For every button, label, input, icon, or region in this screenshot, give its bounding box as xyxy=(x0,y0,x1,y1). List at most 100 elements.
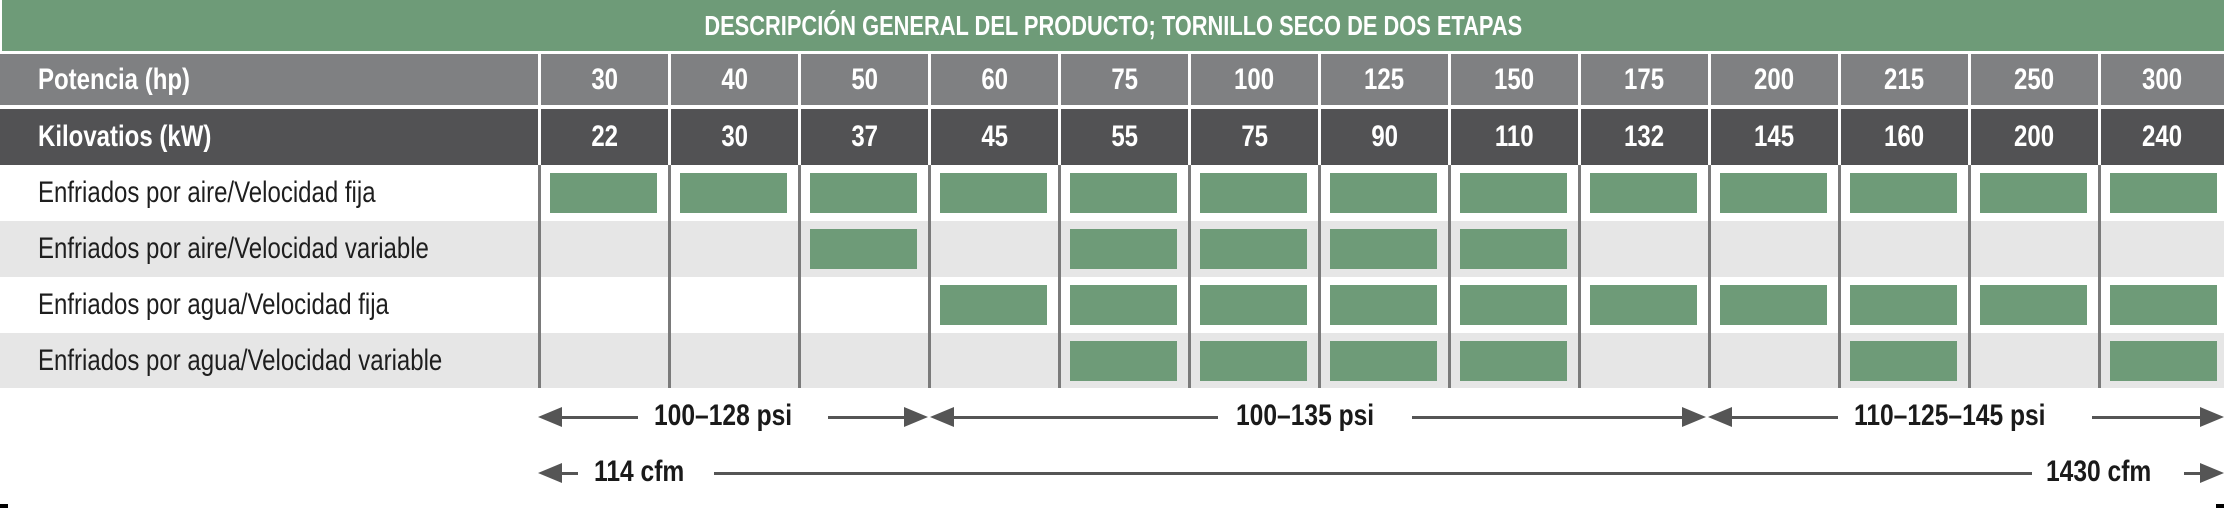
header-value-text: 110 xyxy=(1495,120,1534,153)
arrow-right-icon xyxy=(2200,463,2224,483)
header-value-text: 145 xyxy=(1754,120,1795,153)
header-value-text: 240 xyxy=(2142,120,2183,153)
kilowatts-value: 75 xyxy=(1191,109,1318,165)
data-row-water-variable: Enfriados por agua/Velocidad variable xyxy=(0,333,2224,388)
horsepower-value: 100 xyxy=(1191,54,1318,105)
availability-bar xyxy=(1460,173,1567,213)
kilowatts-row: Kilovatios (kW) 22 30 37 45 55 75 90 110 132 145 1… xyxy=(0,109,2224,165)
header-value-text: 22 xyxy=(591,120,618,153)
flow-max-text: 1430 cfm xyxy=(2046,455,2152,488)
header-value-text: 125 xyxy=(1364,62,1405,96)
availability-bar xyxy=(1590,285,1697,325)
horsepower-value: 215 xyxy=(1841,54,1968,105)
header-value-text: 37 xyxy=(851,120,878,153)
availability-bar xyxy=(1330,173,1437,213)
availability-bar xyxy=(1720,173,1827,213)
kilowatts-value: 160 xyxy=(1841,109,1968,165)
availability-bar xyxy=(1460,229,1567,269)
horsepower-value: 250 xyxy=(1971,54,2098,105)
horsepower-row: Potencia (hp) 30 40 50 60 75 100 125 150 175 200 2… xyxy=(0,54,2224,105)
kilowatts-label: Kilovatios (kW) xyxy=(0,109,538,165)
kilowatts-value: 145 xyxy=(1711,109,1838,165)
availability-bar xyxy=(1200,229,1307,269)
horsepower-value: 175 xyxy=(1581,54,1708,105)
kilowatts-value: 240 xyxy=(2101,109,2224,165)
row-label-text: Enfriados por aire/Velocidad fija xyxy=(38,176,376,209)
column-divider xyxy=(1838,165,1841,388)
availability-bar xyxy=(810,229,917,269)
column-divider xyxy=(1708,165,1711,388)
row-label-text: Enfriados por agua/Velocidad fija xyxy=(38,288,389,321)
header-value-text: 300 xyxy=(2142,62,2183,96)
range-line xyxy=(556,472,578,475)
kilowatts-value: 45 xyxy=(931,109,1058,165)
column-divider xyxy=(668,165,671,388)
horsepower-value: 30 xyxy=(541,54,668,105)
range-line xyxy=(948,416,1218,419)
availability-bar xyxy=(1850,341,1957,381)
pressure-range-label: 100–128 psi xyxy=(654,399,822,433)
kilowatts-value: 90 xyxy=(1321,109,1448,165)
availability-bar xyxy=(1070,341,1177,381)
row-label-text: Enfriados por agua/Velocidad variable xyxy=(38,343,443,377)
header-value-text: 215 xyxy=(1884,62,1925,96)
kilowatts-value: 22 xyxy=(541,109,668,165)
kilowatts-label-text: Kilovatios (kW) xyxy=(38,120,212,153)
table-title-text: DESCRIPCIÓN GENERAL DEL PRODUCTO; TORNIL… xyxy=(704,10,1522,41)
arrow-right-icon xyxy=(904,407,928,427)
range-line xyxy=(828,416,910,419)
horsepower-value: 75 xyxy=(1061,54,1188,105)
availability-bar xyxy=(1460,285,1567,325)
column-divider xyxy=(1188,165,1191,388)
availability-bar xyxy=(1070,229,1177,269)
header-value-text: 250 xyxy=(2014,62,2055,96)
kilowatts-value: 37 xyxy=(801,109,928,165)
arrow-left-icon xyxy=(930,407,954,427)
header-value-text: 160 xyxy=(1884,120,1925,153)
column-divider xyxy=(1968,165,1971,388)
row-label: Enfriados por aire/Velocidad variable xyxy=(38,221,527,277)
header-value-text: 132 xyxy=(1624,120,1665,153)
flow-range-row: 114 cfm 1430 cfm xyxy=(0,455,2224,489)
pressure-range-text: 110–125–145 psi xyxy=(1854,399,2046,432)
arrow-left-icon xyxy=(1708,407,1732,427)
header-value-text: 200 xyxy=(2014,120,2055,153)
horsepower-label: Potencia (hp) xyxy=(0,54,538,105)
header-value-text: 90 xyxy=(1371,120,1398,153)
range-line xyxy=(2184,472,2204,475)
flow-min-label: 114 cfm xyxy=(594,455,704,489)
column-divider xyxy=(798,165,801,388)
availability-bar xyxy=(1330,285,1437,325)
horsepower-value: 40 xyxy=(671,54,798,105)
availability-bar xyxy=(1200,341,1307,381)
availability-bar xyxy=(1330,341,1437,381)
horsepower-value: 125 xyxy=(1321,54,1448,105)
header-value-text: 50 xyxy=(851,62,878,96)
header-value-text: 30 xyxy=(591,62,618,96)
availability-bar xyxy=(1980,285,2087,325)
header-value-text: 75 xyxy=(1241,120,1268,153)
header-value-text: 30 xyxy=(721,120,748,153)
crop-mark xyxy=(2216,504,2224,508)
pressure-range-text: 100–135 psi xyxy=(1236,399,1375,432)
data-row-air-fixed: Enfriados por aire/Velocidad fija xyxy=(0,165,2224,221)
arrow-left-icon xyxy=(538,463,562,483)
column-divider xyxy=(1578,165,1581,388)
flow-min-text: 114 cfm xyxy=(594,455,685,488)
pressure-range-row: 100–128 psi 100–135 psi 110–125–145 psi xyxy=(0,399,2224,433)
availability-bar xyxy=(2110,173,2217,213)
range-line xyxy=(1726,416,1838,419)
range-line xyxy=(2092,416,2202,419)
kilowatts-value: 55 xyxy=(1061,109,1188,165)
range-line xyxy=(714,472,2032,475)
availability-bar xyxy=(2110,285,2217,325)
horsepower-value: 50 xyxy=(801,54,928,105)
column-divider xyxy=(1058,165,1061,388)
availability-bar xyxy=(1980,173,2087,213)
row-label: Enfriados por agua/Velocidad fija xyxy=(38,277,477,333)
horsepower-label-text: Potencia (hp) xyxy=(38,62,191,96)
table-title: DESCRIPCIÓN GENERAL DEL PRODUCTO; TORNIL… xyxy=(2,0,2224,51)
availability-bar xyxy=(1850,173,1957,213)
header-value-text: 40 xyxy=(721,62,748,96)
pressure-range-text: 100–128 psi xyxy=(654,399,793,432)
